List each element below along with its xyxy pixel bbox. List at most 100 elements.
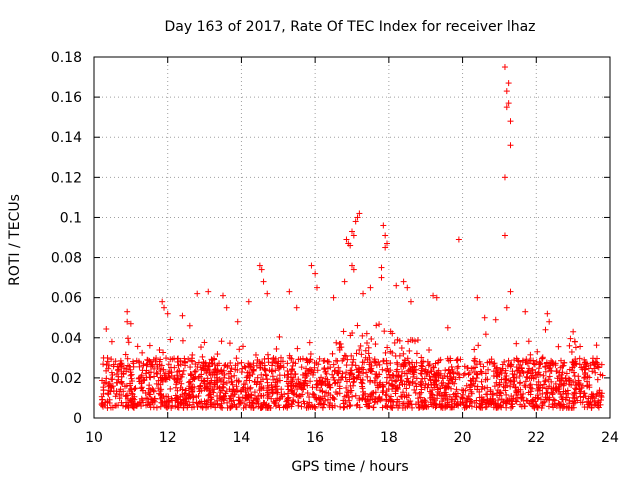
data-point xyxy=(453,393,460,400)
data-point xyxy=(285,386,292,393)
data-point xyxy=(510,374,517,381)
data-point xyxy=(217,377,224,384)
data-point xyxy=(537,382,544,389)
data-point xyxy=(349,359,356,366)
data-point xyxy=(388,404,395,411)
data-point xyxy=(356,346,363,353)
data-point xyxy=(162,376,169,383)
data-point xyxy=(240,384,247,391)
data-point xyxy=(134,343,141,350)
data-point xyxy=(128,390,135,397)
data-point xyxy=(529,385,536,392)
data-point xyxy=(192,368,199,375)
data-point xyxy=(295,399,302,406)
data-point xyxy=(592,401,599,408)
data-point xyxy=(219,383,226,390)
x-tick-label: 20 xyxy=(454,430,472,446)
data-point xyxy=(350,266,357,273)
data-point xyxy=(115,366,122,373)
data-point xyxy=(501,232,508,239)
data-point xyxy=(283,378,290,385)
data-point xyxy=(262,371,269,378)
data-point xyxy=(516,373,523,380)
data-point xyxy=(571,389,578,396)
data-point xyxy=(554,375,561,382)
data-point xyxy=(559,396,566,403)
data-point xyxy=(574,397,581,404)
data-point xyxy=(120,388,127,395)
data-point xyxy=(501,64,508,71)
data-point xyxy=(432,397,439,404)
data-point xyxy=(527,391,534,398)
data-point xyxy=(179,386,186,393)
data-point xyxy=(186,322,193,329)
data-point xyxy=(382,232,389,239)
data-point xyxy=(187,380,194,387)
data-point xyxy=(577,390,584,397)
data-point xyxy=(497,368,504,375)
data-point xyxy=(505,397,512,404)
data-point xyxy=(182,390,189,397)
data-point xyxy=(295,356,302,363)
data-point xyxy=(349,262,355,269)
data-point xyxy=(301,382,308,389)
data-point xyxy=(376,393,383,400)
data-point xyxy=(591,397,598,404)
data-point xyxy=(258,266,265,273)
data-point xyxy=(248,391,255,398)
data-point xyxy=(257,365,264,372)
data-point xyxy=(117,357,124,364)
data-point xyxy=(295,376,302,383)
data-point xyxy=(425,362,432,369)
data-point xyxy=(157,403,164,410)
y-tick-label: 0.16 xyxy=(51,90,82,106)
data-point xyxy=(173,395,180,402)
data-point xyxy=(585,365,592,372)
data-point xyxy=(460,401,467,408)
y-tick-label: 0 xyxy=(73,411,82,427)
data-point xyxy=(227,359,234,366)
data-point xyxy=(430,292,437,299)
data-point xyxy=(288,366,295,373)
data-point xyxy=(216,394,223,401)
data-point xyxy=(346,397,353,404)
data-point xyxy=(246,377,253,384)
data-point xyxy=(343,384,350,391)
data-point xyxy=(139,397,146,404)
data-point xyxy=(392,352,399,359)
data-point xyxy=(318,381,325,388)
data-point xyxy=(326,402,333,409)
data-point xyxy=(411,363,418,370)
data-point xyxy=(335,364,342,371)
data-point xyxy=(269,362,276,369)
data-point xyxy=(449,404,456,411)
data-point xyxy=(264,379,271,386)
data-point xyxy=(290,359,297,366)
data-point xyxy=(389,372,396,379)
data-point xyxy=(275,360,282,367)
data-point xyxy=(287,370,294,377)
y-tick-label: 0.06 xyxy=(51,291,82,307)
data-point xyxy=(371,379,378,386)
data-point xyxy=(424,384,431,391)
data-point xyxy=(301,400,308,407)
data-point xyxy=(537,360,544,367)
data-point xyxy=(555,400,562,407)
data-point xyxy=(394,336,401,343)
data-point xyxy=(146,342,153,349)
data-point xyxy=(534,404,541,411)
data-point xyxy=(194,363,201,370)
data-point xyxy=(405,400,412,407)
data-point xyxy=(224,362,231,369)
data-point xyxy=(140,362,147,369)
data-point xyxy=(460,372,467,379)
data-point xyxy=(210,355,217,362)
data-point xyxy=(549,390,556,397)
data-point xyxy=(255,393,262,400)
data-point xyxy=(244,385,251,392)
data-point xyxy=(535,385,542,392)
data-point xyxy=(324,376,331,383)
data-point xyxy=(239,365,246,372)
data-point xyxy=(369,390,376,397)
data-point xyxy=(216,360,223,367)
